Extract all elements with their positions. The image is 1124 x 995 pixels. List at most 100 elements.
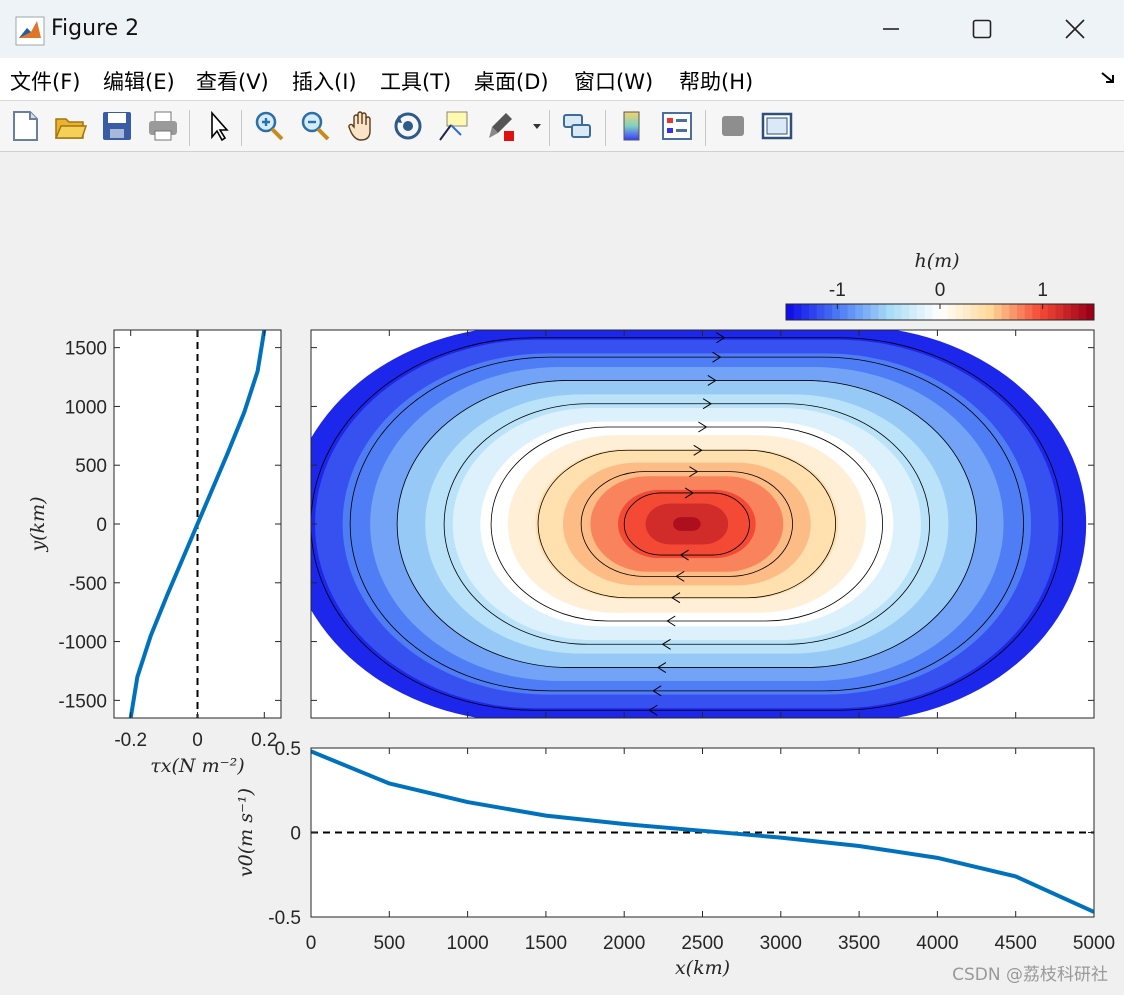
show-plot-tools-icon[interactable] [760, 109, 794, 143]
x-tick-label: 3000 [760, 933, 802, 954]
y-tick-label: -0.5 [268, 908, 301, 929]
colorbar-segment [1078, 304, 1087, 320]
x-axis-label: τx(N m⁻²) [150, 755, 244, 777]
colorbar-tick-label: 0 [935, 280, 946, 301]
x-tick-label: 4500 [995, 933, 1037, 954]
zoom-out-icon[interactable] [298, 109, 332, 143]
colorbar-segment [1001, 304, 1010, 320]
hide-plot-tools-icon[interactable] [716, 109, 750, 143]
streamline-arrow [661, 638, 671, 650]
x-tick-label: 1000 [446, 933, 488, 954]
contour-band [673, 517, 701, 531]
colorbar-segment [855, 304, 864, 320]
y-tick-label: 0.5 [275, 739, 301, 760]
streamline-arrow [679, 549, 689, 561]
colorbar-icon[interactable] [615, 109, 649, 143]
streamline-arrow [689, 466, 699, 478]
save-icon[interactable] [100, 109, 134, 143]
brush-icon[interactable] [484, 109, 518, 143]
x-tick-label: -0.2 [114, 730, 147, 751]
colorbar-segment [970, 304, 979, 320]
streamline-arrow [656, 662, 667, 673]
menu-window[interactable]: 窗口(W) [574, 70, 654, 94]
pan-icon[interactable] [345, 109, 379, 143]
streamline-arrow [675, 570, 685, 582]
colorbar-segment [824, 304, 833, 320]
colorbar: -1 0 1 h(m) [785, 250, 1095, 321]
title-bar: Figure 2 [0, 0, 1124, 58]
legend-icon[interactable] [660, 109, 694, 143]
velocity-line [311, 749, 1094, 914]
x-tick-label: 500 [373, 933, 405, 954]
x-tick-label: 0 [192, 730, 203, 751]
print-icon[interactable] [146, 109, 180, 143]
colorbar-segment [963, 304, 972, 320]
streamline-arrow [698, 421, 708, 433]
menu-help[interactable]: 帮助(H) [679, 70, 754, 94]
colorbar-segment [1024, 304, 1033, 320]
streamline [349, 356, 1024, 692]
menu-tools[interactable]: 工具(T) [380, 70, 452, 94]
toolbar-separator [605, 110, 606, 146]
colorbar-segment [809, 304, 818, 320]
y-tick-label: 500 [75, 456, 107, 477]
x-tick-label: 2000 [603, 933, 645, 954]
open-file-icon[interactable] [53, 109, 87, 143]
colorbar-segment [870, 304, 879, 320]
colorbar-segment [993, 304, 1003, 320]
streamline-arrow [712, 351, 722, 363]
x-axis-label: x(km) [675, 957, 730, 979]
streamline-arrow [684, 487, 695, 499]
streamline [490, 426, 883, 622]
zoom-in-icon[interactable] [252, 109, 286, 143]
minimize-icon [883, 28, 899, 30]
streamline [623, 492, 750, 556]
x-tick-label: 2500 [681, 933, 723, 954]
streamline [396, 380, 977, 668]
colorbar-segment [786, 304, 795, 320]
watermark: CSDN @荔枝科研社 [952, 965, 1108, 985]
colorbar-segment [886, 304, 895, 320]
window-title: Figure 2 [51, 16, 140, 41]
maximize-icon [972, 19, 992, 39]
pointer-icon[interactable] [202, 109, 236, 143]
chevron-down-icon[interactable] [532, 121, 542, 131]
new-figure-icon[interactable] [8, 109, 42, 143]
wind-stress-line [128, 330, 267, 718]
colorbar-segment [1032, 304, 1041, 320]
x-tick-label: 0.2 [251, 730, 277, 751]
menu-edit[interactable]: 编辑(E) [103, 70, 175, 94]
x-tick-label: 1500 [525, 933, 567, 954]
y-tick-label: 0 [96, 515, 107, 536]
y-tick-label: -1000 [58, 633, 107, 654]
link-plot-icon[interactable] [560, 109, 594, 143]
toolbar-separator [189, 110, 190, 146]
data-cursor-icon[interactable] [437, 109, 471, 143]
menu-desktop[interactable]: 桌面(D) [474, 70, 549, 94]
streamline-arrow [666, 615, 676, 627]
colorbar-segment [1009, 304, 1018, 320]
colorbar-segment [1055, 304, 1064, 320]
y-tick-label: 0 [290, 824, 301, 845]
colorbar-segment [1017, 304, 1026, 320]
menu-file[interactable]: 文件(F) [10, 70, 81, 94]
meridional-velocity-axes: 0 500 1000 1500 2000 2500 3000 3500 4000 4500 5000… [235, 739, 1115, 979]
colorbar-tick-label: -1 [829, 280, 846, 301]
rotate-3d-icon[interactable] [391, 109, 425, 143]
menu-view[interactable]: 查看(V) [196, 70, 269, 94]
streamline [311, 337, 1064, 711]
colorbar-segment [909, 304, 918, 320]
close-button[interactable] [1052, 8, 1098, 50]
minimize-button[interactable] [868, 8, 914, 50]
colorbar-segment [940, 304, 949, 320]
colorbar-segment [1063, 304, 1072, 320]
menu-insert[interactable]: 插入(I) [292, 70, 357, 94]
streamline-arrow [648, 704, 658, 716]
colorbar-segment [1070, 304, 1080, 320]
maximize-button[interactable] [959, 8, 1005, 50]
y-axis-label: v0(m s⁻¹) [235, 788, 257, 877]
matlab-icon [15, 16, 45, 46]
colorbar-segment [839, 304, 849, 320]
menu-overflow-icon[interactable] [1100, 70, 1116, 86]
